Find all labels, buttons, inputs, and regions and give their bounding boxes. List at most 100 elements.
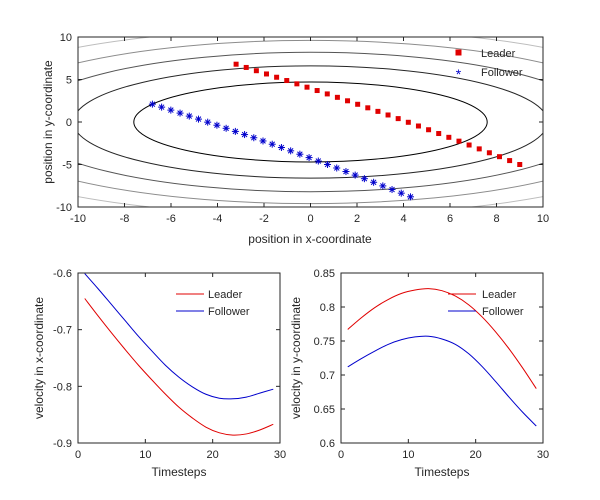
velocity-y-lines	[347, 288, 537, 427]
x-tick-label: 30	[537, 449, 549, 461]
x-tick-label: 20	[207, 449, 219, 461]
follower-point	[305, 154, 313, 162]
follower-point	[167, 106, 175, 114]
follower-point	[379, 182, 387, 190]
follower-velocity-line	[347, 335, 537, 427]
velocity-y-xlabel: Timesteps	[415, 465, 470, 479]
x-tick-label: -8	[120, 213, 130, 225]
x-tick-label: 20	[470, 449, 482, 461]
y-tick-label: 10	[60, 32, 72, 44]
leader-point	[233, 61, 239, 67]
leader-point	[415, 123, 421, 129]
leader-point	[395, 116, 401, 122]
y-tick-label: -10	[56, 202, 72, 214]
contour-ellipse	[133, 81, 488, 163]
position-plot: -10 -8 -6 -4 -2 0 2 4 6 8 10 -10 -5 0 5 10 position in …	[41, 32, 549, 246]
follower-point	[250, 134, 258, 142]
follower-point	[287, 147, 295, 155]
leader-point	[456, 138, 462, 144]
y-tick-label: 0.7	[320, 370, 335, 382]
leader-point	[355, 101, 361, 107]
velocity-x-plot: 0 10 20 30 -0.9 -0.8 -0.7 -0.6 Timesteps veloci…	[32, 268, 286, 479]
leader-point	[496, 154, 502, 160]
x-tick-label: -4	[213, 213, 223, 225]
leader-point	[243, 64, 249, 70]
x-tick-label: 8	[493, 213, 499, 225]
velocity-x-plot-frame	[77, 272, 281, 444]
follower-velocity-line	[84, 273, 274, 400]
y-tick-label: -5	[62, 160, 72, 172]
y-tick-label: 0.85	[314, 268, 335, 280]
follower-point	[259, 137, 267, 145]
follower-point	[388, 186, 396, 194]
y-tick-label: -0.6	[53, 268, 72, 280]
x-tick-label: 4	[400, 213, 406, 225]
leader-point	[517, 162, 523, 167]
x-tick-label: 10	[402, 449, 414, 461]
follower-point	[314, 157, 322, 165]
y-tick-label: -0.7	[53, 325, 72, 337]
position-plot-ticks: -10 -8 -6 -4 -2 0 2 4 6 8 10 -10 -5 0 5 10	[56, 32, 549, 225]
follower-point	[406, 193, 414, 201]
x-tick-label: -6	[166, 213, 176, 225]
leader-point	[263, 71, 269, 77]
y-tick-label: -0.9	[53, 438, 72, 450]
velocity-x-ylabel: velocity in x-coordinate	[32, 297, 46, 419]
position-plot-frame	[78, 37, 543, 207]
position-plot-xlabel: position in x-coordinate	[248, 232, 372, 246]
follower-point	[148, 100, 156, 108]
velocity-y-ylabel: velocity in y-coordinate	[289, 297, 303, 419]
leader-point	[253, 68, 259, 74]
x-tick-label: 30	[274, 449, 286, 461]
leader-point	[426, 127, 432, 133]
y-tick-label: 5	[66, 75, 72, 87]
leader-point	[314, 88, 320, 94]
y-tick-label: 0.75	[314, 336, 335, 348]
velocity-x-lines	[84, 273, 274, 436]
contour-ellipse	[78, 65, 543, 179]
leader-velocity-line	[84, 298, 274, 436]
x-tick-label: 0	[307, 213, 313, 225]
leader-point	[274, 74, 280, 80]
follower-point	[241, 131, 249, 139]
velocity-x-xlabel: Timesteps	[152, 465, 207, 479]
leader-point	[405, 119, 411, 125]
follower-point	[176, 109, 184, 117]
x-tick-label: 10	[537, 213, 549, 225]
velocity-y-plot-frame	[340, 272, 544, 444]
x-tick-label: -10	[70, 213, 86, 225]
x-tick-label: -2	[259, 213, 269, 225]
y-tick-label: 0	[66, 117, 72, 129]
leader-point	[375, 108, 381, 114]
follower-point	[333, 164, 341, 172]
leader-point	[294, 81, 300, 87]
y-tick-label: -0.8	[53, 381, 72, 393]
leader-point	[476, 146, 482, 152]
legend-marker-leader	[455, 49, 462, 56]
leader-point	[466, 142, 472, 148]
legend-label-follower: Follower	[208, 306, 250, 318]
leader-point	[334, 94, 340, 100]
x-tick-label: 6	[447, 213, 453, 225]
velocity-y-ticks: 0 10 20 30 0.6 0.65 0.7 0.75 0.8 0.85	[314, 268, 550, 461]
x-tick-label: 0	[338, 449, 344, 461]
follower-point	[222, 124, 230, 132]
velocity-x-ticks: 0 10 20 30 -0.9 -0.8 -0.7 -0.6	[53, 268, 286, 461]
follower-point	[185, 112, 193, 120]
leader-point	[284, 78, 290, 84]
position-plot-legend: Leader * Follower	[455, 48, 523, 82]
follower-point	[158, 103, 166, 111]
contour-ellipse	[78, 51, 543, 193]
velocity-y-legend: Leader Follower	[448, 289, 524, 318]
follower-point	[213, 121, 221, 129]
trajectory-markers	[148, 61, 523, 201]
follower-point	[268, 140, 276, 148]
leader-point	[446, 134, 452, 140]
velocity-x-legend: Leader Follower	[176, 289, 250, 318]
y-tick-label: 0.8	[320, 302, 335, 314]
leader-point	[507, 158, 513, 164]
follower-point	[194, 115, 202, 123]
leader-point	[304, 84, 310, 90]
y-tick-label: 0.65	[314, 404, 335, 416]
